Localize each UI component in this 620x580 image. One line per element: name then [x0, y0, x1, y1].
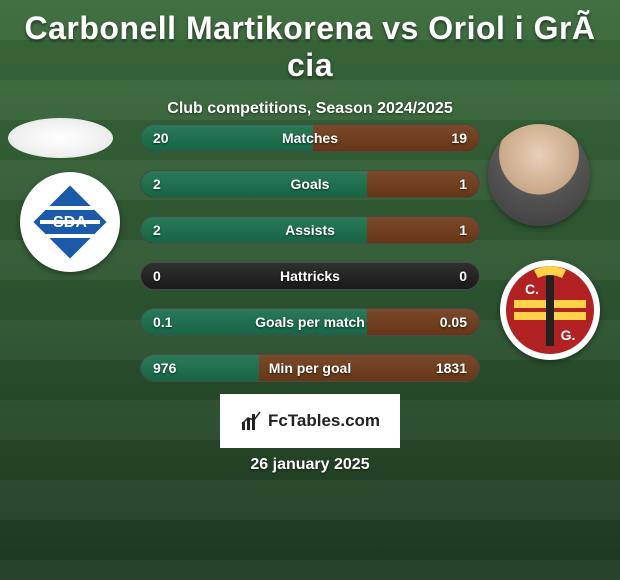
player-right-avatar	[488, 124, 590, 226]
comparison-subtitle: Club competitions, Season 2024/2025	[0, 100, 620, 118]
club-right-badge: C. G.	[500, 260, 600, 360]
player-left-avatar	[8, 118, 113, 158]
comparison-title: Carbonell Martikorena vs Oriol i GrÃ cia	[0, 0, 620, 84]
svg-text:C.: C.	[525, 281, 539, 297]
club-left-badge-icon: SDA	[28, 180, 112, 264]
stat-label: Assists	[141, 222, 479, 238]
svg-text:SDA: SDA	[53, 214, 87, 231]
club-left-badge: SDA	[20, 172, 120, 272]
stat-row: 2Assists1	[140, 216, 480, 244]
stat-row: 0.1Goals per match0.05	[140, 308, 480, 336]
stat-row: 2Goals1	[140, 170, 480, 198]
stat-label: Matches	[141, 130, 479, 146]
source-text: FcTables.com	[268, 411, 380, 431]
source-badge: FcTables.com	[220, 394, 400, 448]
comparison-date: 26 january 2025	[0, 456, 620, 474]
stat-right-value: 1	[459, 222, 467, 238]
stat-label: Goals	[141, 176, 479, 192]
stat-row: 976Min per goal1831	[140, 354, 480, 382]
club-right-badge-icon: C. G.	[504, 264, 596, 356]
stat-right-value: 19	[451, 130, 467, 146]
stat-label: Goals per match	[141, 314, 479, 330]
stat-right-value: 1831	[436, 360, 467, 376]
stat-right-value: 0	[459, 268, 467, 284]
stat-right-value: 1	[459, 176, 467, 192]
stats-table: 20Matches19 2Goals1 2Assists1 0Hattricks0 0.…	[140, 124, 480, 400]
stat-label: Hattricks	[141, 268, 479, 284]
svg-text:G.: G.	[561, 327, 576, 343]
stat-right-value: 0.05	[440, 314, 467, 330]
stat-row: 0Hattricks0	[140, 262, 480, 290]
stat-row: 20Matches19	[140, 124, 480, 152]
stat-label: Min per goal	[141, 360, 479, 376]
chart-icon	[240, 410, 262, 432]
